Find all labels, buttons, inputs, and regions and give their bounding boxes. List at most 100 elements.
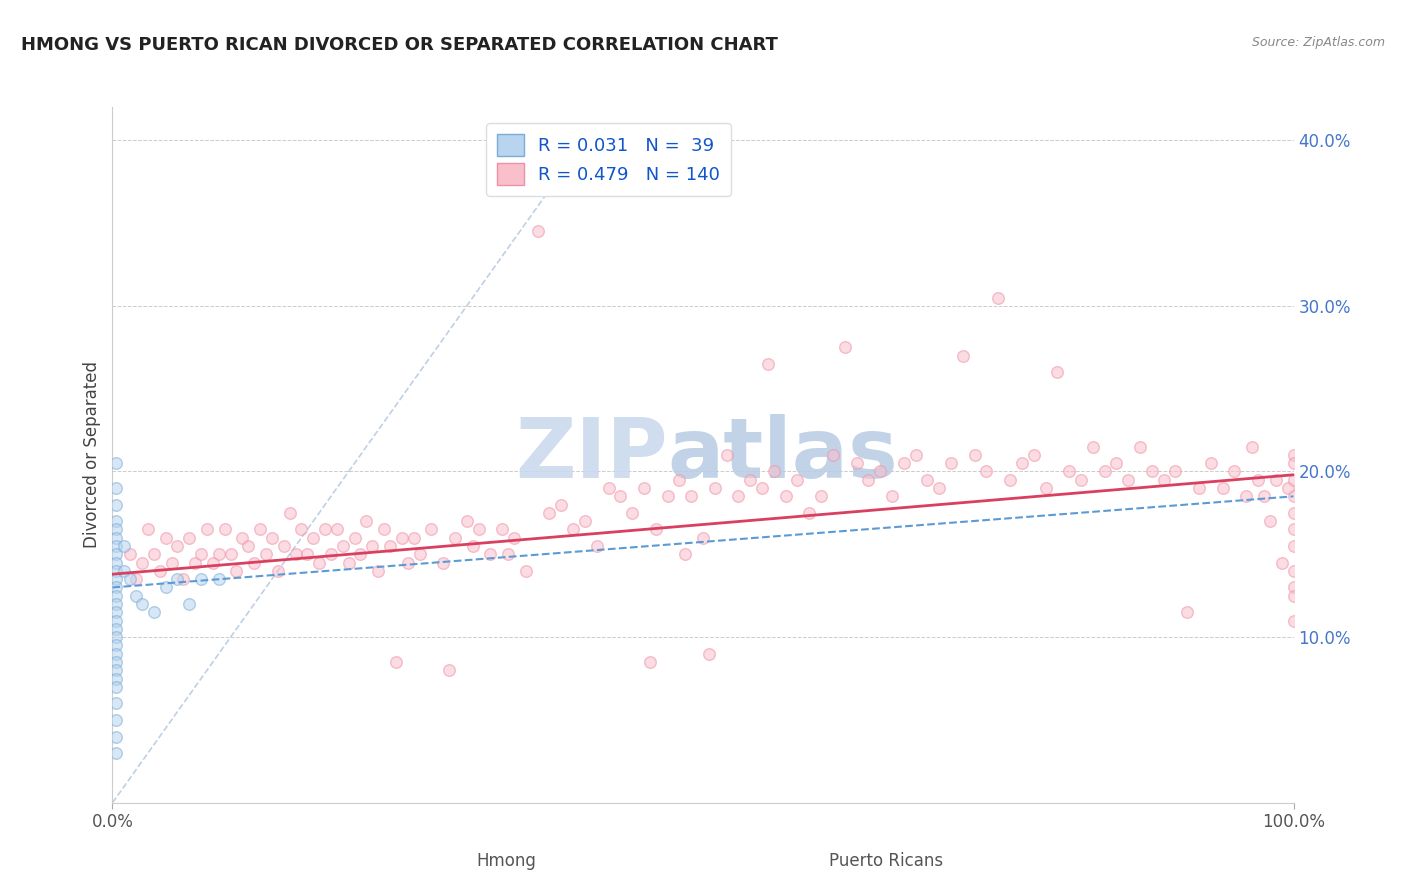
Point xyxy=(775,489,797,503)
Point xyxy=(1241,440,1264,454)
Point xyxy=(1234,489,1257,503)
Point xyxy=(105,605,128,619)
Point xyxy=(904,448,927,462)
Point xyxy=(987,291,1010,305)
Point xyxy=(231,531,253,545)
Point xyxy=(105,663,128,677)
Point xyxy=(166,572,188,586)
Point xyxy=(1282,589,1305,603)
Point xyxy=(1129,440,1152,454)
Point xyxy=(461,539,484,553)
Point xyxy=(976,465,998,479)
Text: Hmong: Hmong xyxy=(477,852,536,870)
Point xyxy=(834,340,856,354)
Point xyxy=(332,539,354,553)
Point xyxy=(1247,473,1270,487)
Point xyxy=(621,506,644,520)
Point xyxy=(208,547,231,561)
Point xyxy=(378,539,401,553)
Point xyxy=(963,448,986,462)
Point xyxy=(254,547,277,561)
Point xyxy=(214,523,236,537)
Point xyxy=(260,531,283,545)
Text: HMONG VS PUERTO RICAN DIVORCED OR SEPARATED CORRELATION CHART: HMONG VS PUERTO RICAN DIVORCED OR SEPARA… xyxy=(21,36,778,54)
Point xyxy=(356,514,378,528)
Point xyxy=(105,564,128,578)
Point xyxy=(869,465,891,479)
Point xyxy=(917,473,939,487)
Point xyxy=(939,456,962,470)
Point xyxy=(105,589,128,603)
Point xyxy=(105,630,128,644)
Point xyxy=(105,514,128,528)
Legend: R = 0.031   N =  39, R = 0.479   N = 140: R = 0.031 N = 39, R = 0.479 N = 140 xyxy=(486,123,731,196)
Point xyxy=(432,556,454,570)
Point xyxy=(633,481,655,495)
Point xyxy=(105,498,128,512)
Point xyxy=(598,481,620,495)
Point xyxy=(1282,456,1305,470)
Text: atlas: atlas xyxy=(668,415,898,495)
Point xyxy=(1282,539,1305,553)
Point xyxy=(673,547,696,561)
Point xyxy=(105,622,128,636)
Point xyxy=(467,523,489,537)
Point xyxy=(284,547,307,561)
Point xyxy=(105,680,128,694)
Point xyxy=(1282,473,1305,487)
Point xyxy=(1081,440,1104,454)
Point xyxy=(160,556,183,570)
Point xyxy=(105,581,128,595)
Text: Puerto Ricans: Puerto Ricans xyxy=(828,852,943,870)
Point xyxy=(105,655,128,669)
Point xyxy=(112,564,135,578)
Point xyxy=(1264,473,1286,487)
Point xyxy=(1046,365,1069,379)
Point xyxy=(120,572,142,586)
Point xyxy=(142,547,165,561)
Point xyxy=(496,547,519,561)
Point xyxy=(574,514,596,528)
Point xyxy=(290,523,312,537)
Point xyxy=(385,655,408,669)
Point xyxy=(668,473,690,487)
Point xyxy=(273,539,295,553)
Point xyxy=(1011,456,1033,470)
Text: ZIP: ZIP xyxy=(515,415,668,495)
Point xyxy=(105,746,128,760)
Point xyxy=(391,531,413,545)
Point xyxy=(278,506,301,520)
Point xyxy=(1140,465,1163,479)
Point xyxy=(302,531,325,545)
Point xyxy=(125,572,148,586)
Point xyxy=(166,539,188,553)
Point xyxy=(105,539,128,553)
Point xyxy=(1035,481,1057,495)
Point xyxy=(105,556,128,570)
Point xyxy=(756,357,779,371)
Point xyxy=(267,564,290,578)
Point xyxy=(657,489,679,503)
Point xyxy=(491,523,513,537)
Point xyxy=(125,589,148,603)
Point xyxy=(562,523,585,537)
Point xyxy=(1153,473,1175,487)
Point xyxy=(751,481,773,495)
Point xyxy=(105,730,128,744)
Point xyxy=(1282,523,1305,537)
Point xyxy=(799,506,821,520)
Point xyxy=(692,531,714,545)
Point xyxy=(155,531,177,545)
Point xyxy=(367,564,389,578)
Text: Source: ZipAtlas.com: Source: ZipAtlas.com xyxy=(1251,36,1385,49)
Point xyxy=(105,523,128,537)
Point xyxy=(131,597,153,611)
Point xyxy=(208,572,231,586)
Point xyxy=(1188,481,1211,495)
Point xyxy=(349,547,371,561)
Point xyxy=(1212,481,1234,495)
Point xyxy=(928,481,950,495)
Point xyxy=(1282,448,1305,462)
Point xyxy=(538,506,561,520)
Point xyxy=(727,489,749,503)
